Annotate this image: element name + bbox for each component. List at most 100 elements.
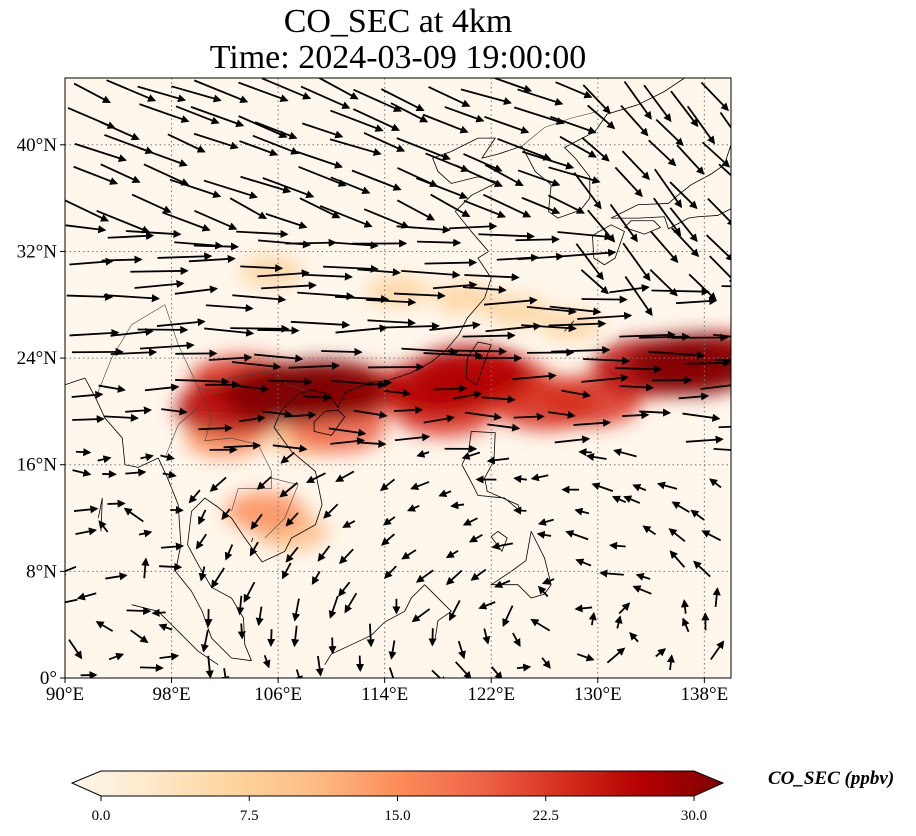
y-tick-label: 40°N bbox=[17, 135, 58, 156]
wind-arrow bbox=[380, 88, 425, 112]
wind-arrow bbox=[330, 437, 366, 446]
wind-arrow bbox=[547, 194, 585, 214]
wind-arrow bbox=[713, 448, 731, 451]
wind-arrow bbox=[99, 121, 140, 141]
wind-arrow bbox=[353, 88, 402, 112]
wind-arrow bbox=[107, 499, 126, 508]
colorbar-tick-label: 22.5 bbox=[533, 808, 559, 824]
wind-arrow bbox=[334, 294, 390, 304]
wind-arrow bbox=[198, 424, 233, 433]
wind-arrow bbox=[491, 541, 513, 550]
y-tick-label: 8°N bbox=[26, 561, 57, 582]
wind-arrow bbox=[574, 604, 593, 613]
wind-arrow bbox=[526, 348, 575, 357]
wind-arrow bbox=[175, 105, 220, 125]
wind-arrow bbox=[223, 441, 262, 450]
wind-arrow bbox=[655, 648, 667, 658]
wind-arrow bbox=[353, 409, 388, 419]
wind-arrow bbox=[648, 139, 677, 167]
wind-arrow bbox=[335, 324, 388, 334]
wind-arrow bbox=[174, 285, 219, 295]
wind-arrow bbox=[669, 550, 686, 568]
wind-arrow bbox=[268, 377, 313, 386]
wind-arrow bbox=[653, 197, 682, 237]
wind-arrow bbox=[690, 509, 705, 521]
plume-blob bbox=[239, 255, 304, 288]
wind-arrow bbox=[123, 507, 144, 523]
wind-arrow bbox=[449, 600, 461, 622]
wind-arrow bbox=[381, 533, 396, 546]
wind-arrow bbox=[416, 238, 462, 247]
wind-arrow bbox=[406, 504, 420, 512]
wind-arrow bbox=[445, 549, 459, 559]
wind-arrow bbox=[457, 640, 466, 660]
wind-arrow bbox=[107, 231, 155, 240]
wind-arrow bbox=[649, 269, 678, 297]
wind-arrow bbox=[209, 476, 227, 492]
wind-arrow bbox=[252, 134, 300, 155]
coastline bbox=[313, 409, 346, 436]
wind-arrow bbox=[416, 449, 430, 458]
wind-arrow bbox=[557, 231, 613, 241]
wind-arrow bbox=[470, 568, 487, 581]
wind-arrow bbox=[516, 663, 532, 672]
country-border bbox=[164, 407, 199, 459]
wind-arrow bbox=[384, 389, 412, 398]
wind-arrow bbox=[230, 324, 290, 333]
wind-arrow bbox=[422, 113, 469, 134]
wind-arrow bbox=[517, 252, 565, 261]
wind-arrow bbox=[285, 512, 299, 527]
wind-arrow bbox=[160, 453, 175, 462]
wind-arrow bbox=[701, 141, 731, 168]
y-tick-label: 32°N bbox=[17, 241, 58, 262]
wind-arrow bbox=[302, 393, 332, 402]
wind-arrow bbox=[462, 331, 516, 340]
wind-arrow bbox=[651, 287, 710, 296]
wind-arrow bbox=[484, 164, 524, 187]
wind-arrow bbox=[453, 390, 483, 400]
wind-arrow bbox=[103, 413, 139, 422]
wind-arrow bbox=[718, 163, 731, 177]
wind-arrow bbox=[642, 525, 657, 536]
wind-arrow bbox=[208, 353, 253, 362]
wind-arrow bbox=[294, 669, 303, 678]
wind-arrow bbox=[585, 452, 607, 461]
wind-arrow bbox=[76, 592, 97, 601]
wind-arrow bbox=[721, 285, 731, 288]
wind-arrow bbox=[614, 615, 623, 629]
wind-arrow bbox=[265, 212, 308, 229]
wind-arrow bbox=[262, 177, 315, 199]
wind-arrow bbox=[156, 318, 206, 327]
wind-arrow bbox=[606, 647, 626, 664]
wind-arrow bbox=[429, 321, 481, 331]
wind-arrow bbox=[401, 549, 417, 560]
y-tick-label: 0° bbox=[40, 668, 57, 689]
wind-arrow bbox=[573, 418, 612, 427]
wind-arrow bbox=[693, 560, 711, 578]
wind-arrow bbox=[497, 138, 552, 161]
wind-arrow bbox=[299, 197, 341, 219]
wind-arrow bbox=[671, 501, 690, 513]
wind-arrow bbox=[315, 655, 324, 677]
wind-arrow bbox=[161, 542, 185, 551]
wind-arrow bbox=[100, 163, 141, 183]
wind-arrow bbox=[285, 238, 337, 247]
country-border bbox=[264, 477, 299, 539]
wind-arrow bbox=[511, 372, 557, 381]
wind-arrow bbox=[236, 229, 289, 238]
x-tick-label: 98°E bbox=[152, 684, 190, 705]
wind-arrow bbox=[714, 358, 731, 362]
wind-arrow bbox=[576, 653, 595, 662]
wind-arrow bbox=[450, 501, 465, 510]
wind-arrow bbox=[424, 258, 478, 267]
wind-arrow bbox=[203, 179, 258, 199]
wind-arrow bbox=[622, 411, 650, 420]
wind-vectors bbox=[65, 78, 731, 678]
wind-arrow bbox=[609, 284, 650, 294]
y-axis-ticks: 0° 8°N 16°N 24°N 32°N 40°N bbox=[17, 135, 65, 689]
wind-arrow bbox=[130, 629, 149, 644]
wind-arrow bbox=[423, 351, 484, 360]
wind-arrow bbox=[581, 374, 630, 383]
wind-arrow bbox=[126, 606, 152, 615]
wind-arrow bbox=[198, 566, 207, 582]
